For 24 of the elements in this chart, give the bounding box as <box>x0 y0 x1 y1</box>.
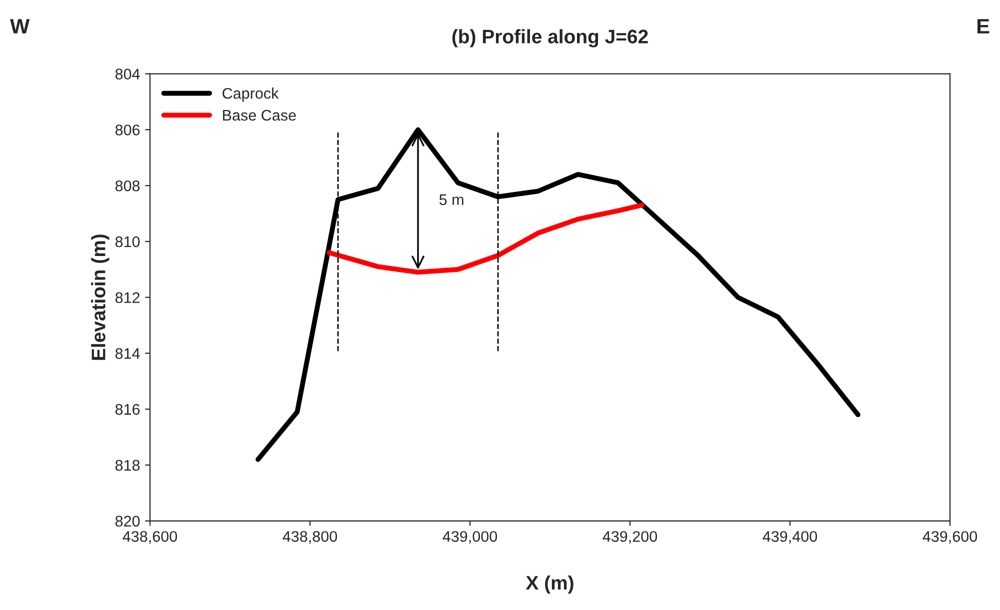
y-tick-label: 818 <box>115 460 140 471</box>
y-tick-label: 804 <box>115 68 140 80</box>
chart-title: (b) Profile along J=62 <box>452 29 648 48</box>
y-tick-label: 806 <box>115 124 140 136</box>
text: E <box>977 19 990 34</box>
line-series <box>256 127 860 462</box>
x-tick-label: 439,000 <box>442 531 498 544</box>
legend-label: Base Case <box>223 110 296 121</box>
x-tick-label: 439,400 <box>762 531 818 544</box>
y-tick-label: 814 <box>115 348 140 359</box>
y-tick-label: 820 <box>115 516 140 527</box>
text: W <box>10 19 30 34</box>
legend-label: Caprock <box>222 88 279 102</box>
x-tick-label: 438,800 <box>282 531 338 544</box>
x-tick-label: 439,600 <box>922 531 978 544</box>
x-tick-label: 438,600 <box>122 531 178 544</box>
annotation: 5 m <box>439 194 464 206</box>
y-tick-label: 816 <box>115 404 140 415</box>
y-tick-label: 808 <box>115 180 140 192</box>
x-tick-label: 439,200 <box>602 531 658 544</box>
y-tick-label: 810 <box>115 236 140 248</box>
y-tick-label: 812 <box>115 292 140 304</box>
y-axis-title: Elevatioin (m) <box>91 234 110 360</box>
x-axis-title: X (m) <box>526 575 574 594</box>
